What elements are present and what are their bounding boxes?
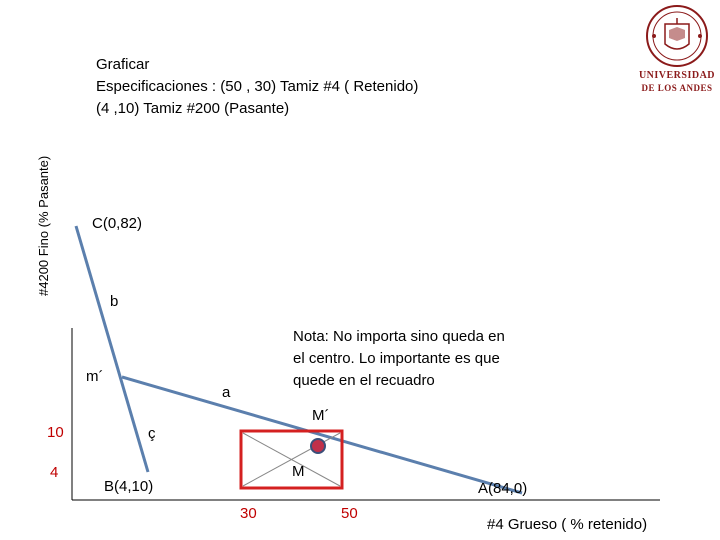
label-m: M xyxy=(292,463,305,480)
label-c-cedilla: ç xyxy=(148,425,156,442)
x-tick-50: 50 xyxy=(341,505,358,522)
label-b: b xyxy=(110,293,119,310)
label-m-prime-lower: m´ xyxy=(86,368,104,385)
header-line-2: Especificaciones : (50 , 30) Tamiz #4 ( … xyxy=(96,78,419,95)
label-c: C(0,82) xyxy=(92,215,143,232)
line-c-to-b xyxy=(74,225,150,473)
logo-line-1: UNIVERSIDAD xyxy=(638,70,716,81)
y-tick-4: 4 xyxy=(50,464,59,481)
label-m-prime-upper: M´ xyxy=(312,407,330,424)
seal-icon xyxy=(646,5,708,67)
note-line-2: el centro. Lo importante es que xyxy=(293,350,500,367)
label-a: a xyxy=(222,384,231,401)
x-tick-30: 30 xyxy=(240,505,257,522)
note-line-1: Nota: No importa sino queda en xyxy=(293,328,505,345)
specification-box xyxy=(239,429,344,490)
point-m-prime xyxy=(310,438,326,454)
label-b-point: B(4,10) xyxy=(104,478,154,495)
note-line-3: quede en el recuadro xyxy=(293,372,435,389)
logo-line-2: DE LOS ANDES xyxy=(641,83,713,93)
header-line-3: (4 ,10) Tamiz #200 (Pasante) xyxy=(96,100,290,117)
y-tick-10: 10 xyxy=(47,424,64,441)
line-m-to-a xyxy=(121,375,523,495)
x-axis-label: #4 Grueso ( % retenido) xyxy=(487,516,648,533)
header-line-1: Graficar xyxy=(96,56,150,73)
university-logo: UNIVERSIDAD DE LOS ANDES xyxy=(636,4,718,96)
label-a-point: A(84,0) xyxy=(478,480,528,497)
